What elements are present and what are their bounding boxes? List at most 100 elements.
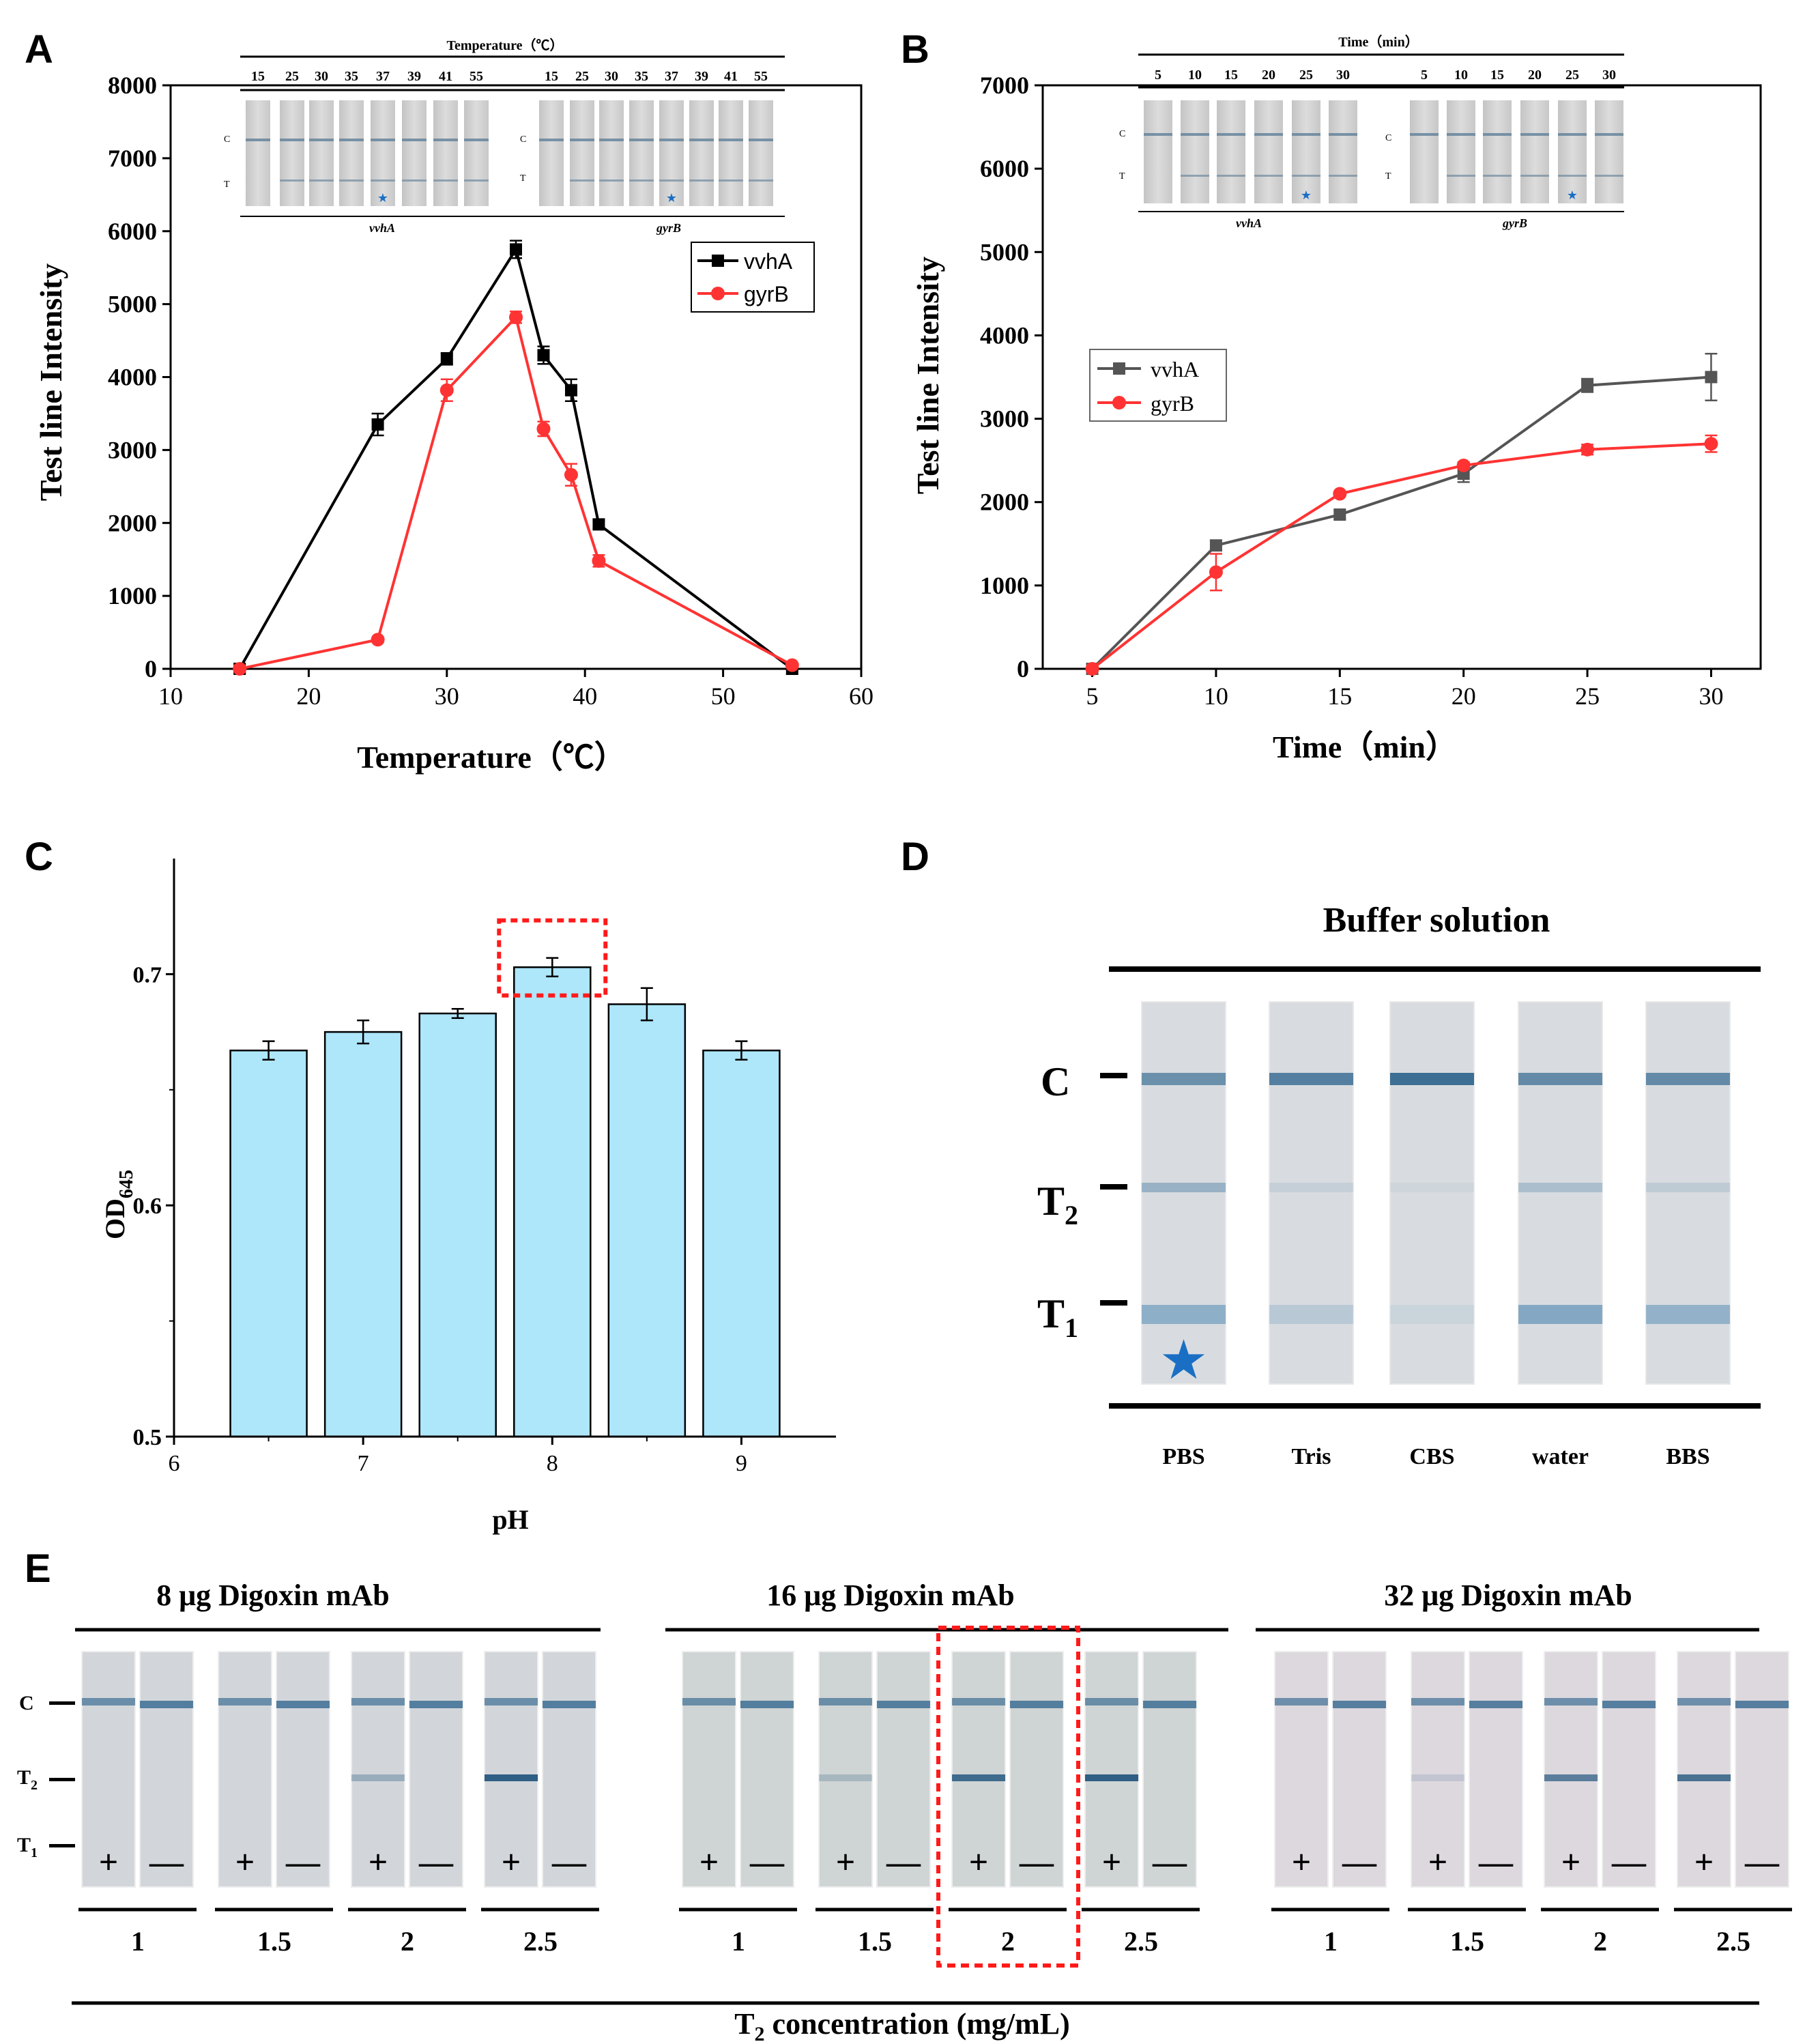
data-point-vvhA <box>592 518 605 531</box>
y-tick-label: 0.5 <box>133 1425 162 1450</box>
inset-control-band <box>464 139 489 141</box>
y-tick-label: 0.6 <box>133 1194 162 1219</box>
inset-test-band <box>1558 175 1587 177</box>
inset-strip-label: 25 <box>1565 68 1579 83</box>
mab-control-band <box>276 1701 330 1708</box>
inset-test-band <box>689 179 714 182</box>
series-line-vvhA <box>238 246 793 670</box>
inset-control-band <box>599 139 624 141</box>
inset-control-band <box>539 139 564 141</box>
inset-strip-label: 25 <box>285 69 299 84</box>
inset-test-band <box>402 179 427 182</box>
data-point-gyrB <box>1704 437 1718 451</box>
inset-strip-label: 10 <box>1454 68 1468 83</box>
inset-test-band <box>1217 175 1245 177</box>
inset-strip-label: 30 <box>605 69 618 84</box>
y-tick-label: 2000 <box>108 509 157 536</box>
inset-strip <box>1217 100 1245 203</box>
mab-control-band <box>1677 1698 1731 1705</box>
inset-test-band <box>659 179 684 182</box>
mab-strip <box>1411 1651 1465 1888</box>
panel-a-legend: vvhA gyrB <box>691 242 815 313</box>
strip-t2-band <box>1646 1183 1730 1192</box>
inset-strip <box>1254 100 1283 203</box>
y-tick-label: 0 <box>145 655 157 682</box>
bar <box>607 1003 687 1438</box>
inset-strip <box>1483 100 1512 203</box>
mab-control-band <box>140 1701 193 1708</box>
inset-strip <box>599 100 624 206</box>
inset-control-band <box>1558 133 1587 136</box>
y-tick-label: 4000 <box>980 321 1029 349</box>
mab-strip <box>1009 1651 1064 1888</box>
conc-label: 2 <box>401 1926 414 1957</box>
mab-control-band <box>1469 1701 1522 1708</box>
data-point-gyrB <box>536 422 551 436</box>
mab-control-band <box>485 1698 538 1705</box>
strip-t1-band <box>1142 1305 1226 1324</box>
panel-a-inset-t-right: T <box>520 173 526 184</box>
minus-sign-icon: — <box>551 1843 587 1881</box>
inset-control-band <box>659 139 684 141</box>
y-tick-label: 7000 <box>108 145 157 172</box>
plus-sign-icon: + <box>969 1843 989 1881</box>
inset-test-band <box>1329 175 1357 177</box>
buffer-strip <box>1645 1001 1731 1385</box>
strip-t1-band <box>1518 1305 1602 1324</box>
panel-b-legend-gyrb: gyrB <box>1151 391 1194 416</box>
plus-sign-icon: + <box>1102 1843 1122 1881</box>
mab-strip <box>409 1651 463 1888</box>
conc-label: 2 <box>1001 1926 1015 1957</box>
inset-control-band <box>1329 133 1357 136</box>
panel-d-c-label: C <box>1041 1059 1070 1104</box>
inset-strip <box>689 100 714 206</box>
strip-t2-band <box>1518 1183 1602 1192</box>
buffer-label: BBS <box>1666 1444 1709 1469</box>
panel-a-inset: Temperature（℃） C T C T vvhA gyrB 15 25 30 3… <box>224 38 785 235</box>
x-tick-label: 60 <box>849 682 873 710</box>
inset-strip-label: 15 <box>545 69 558 84</box>
panel-b-inset-gene-left: vvhA <box>1236 216 1262 230</box>
mab-t2-band <box>485 1774 538 1781</box>
y-tick-label: 1000 <box>108 582 157 609</box>
mab-control-band <box>1411 1698 1464 1705</box>
inset-strip-label: 25 <box>1299 68 1313 83</box>
inset-control-band <box>433 139 458 141</box>
x-tick-label: 10 <box>1204 682 1228 710</box>
data-point-vvhA <box>440 352 453 365</box>
mab-strip <box>218 1651 272 1888</box>
mab-strip <box>876 1651 931 1888</box>
panel-a-xlabel: Temperature（℃） <box>357 740 626 775</box>
bar <box>513 966 592 1438</box>
panel-b-xlabel: Time（min） <box>1273 730 1457 764</box>
conc-label: 1 <box>1324 1926 1338 1957</box>
data-point-vvhA <box>1333 508 1346 521</box>
x-tick-label: 20 <box>1452 682 1476 710</box>
inset-strip-label: 25 <box>575 69 589 84</box>
inset-control-band <box>1483 133 1512 136</box>
data-point-gyrB <box>439 383 454 397</box>
inset-control-band <box>246 139 270 141</box>
inset-strip-label: 39 <box>407 69 421 84</box>
data-point-vvhA <box>1581 379 1594 392</box>
bar <box>229 1049 308 1438</box>
data-point-vvhA <box>537 349 550 362</box>
x-tick-label: 7 <box>358 1451 369 1476</box>
inset-strip <box>402 100 427 206</box>
strip-t1-band <box>1269 1305 1353 1324</box>
mab-t2-band <box>1677 1774 1731 1781</box>
inset-strip <box>433 100 458 206</box>
data-point-gyrB <box>564 467 578 482</box>
inset-strip <box>464 100 489 206</box>
group-title: 32 μg Digoxin mAb <box>1384 1579 1632 1612</box>
minus-sign-icon: — <box>149 1843 184 1881</box>
inset-test-band <box>1595 175 1623 177</box>
panel-b-inset: Time（min） C T C T vvhA gyrB 5 10 15 20 ★ 25 30… <box>1119 34 1624 230</box>
y-tick-label: 1000 <box>980 572 1029 599</box>
y-tick-label: 0 <box>1017 655 1029 682</box>
mab-strip <box>1332 1651 1387 1888</box>
bar <box>418 1012 497 1438</box>
plus-sign-icon: + <box>369 1843 388 1881</box>
mab-control-band <box>543 1701 596 1708</box>
data-point-gyrB <box>1456 458 1471 472</box>
